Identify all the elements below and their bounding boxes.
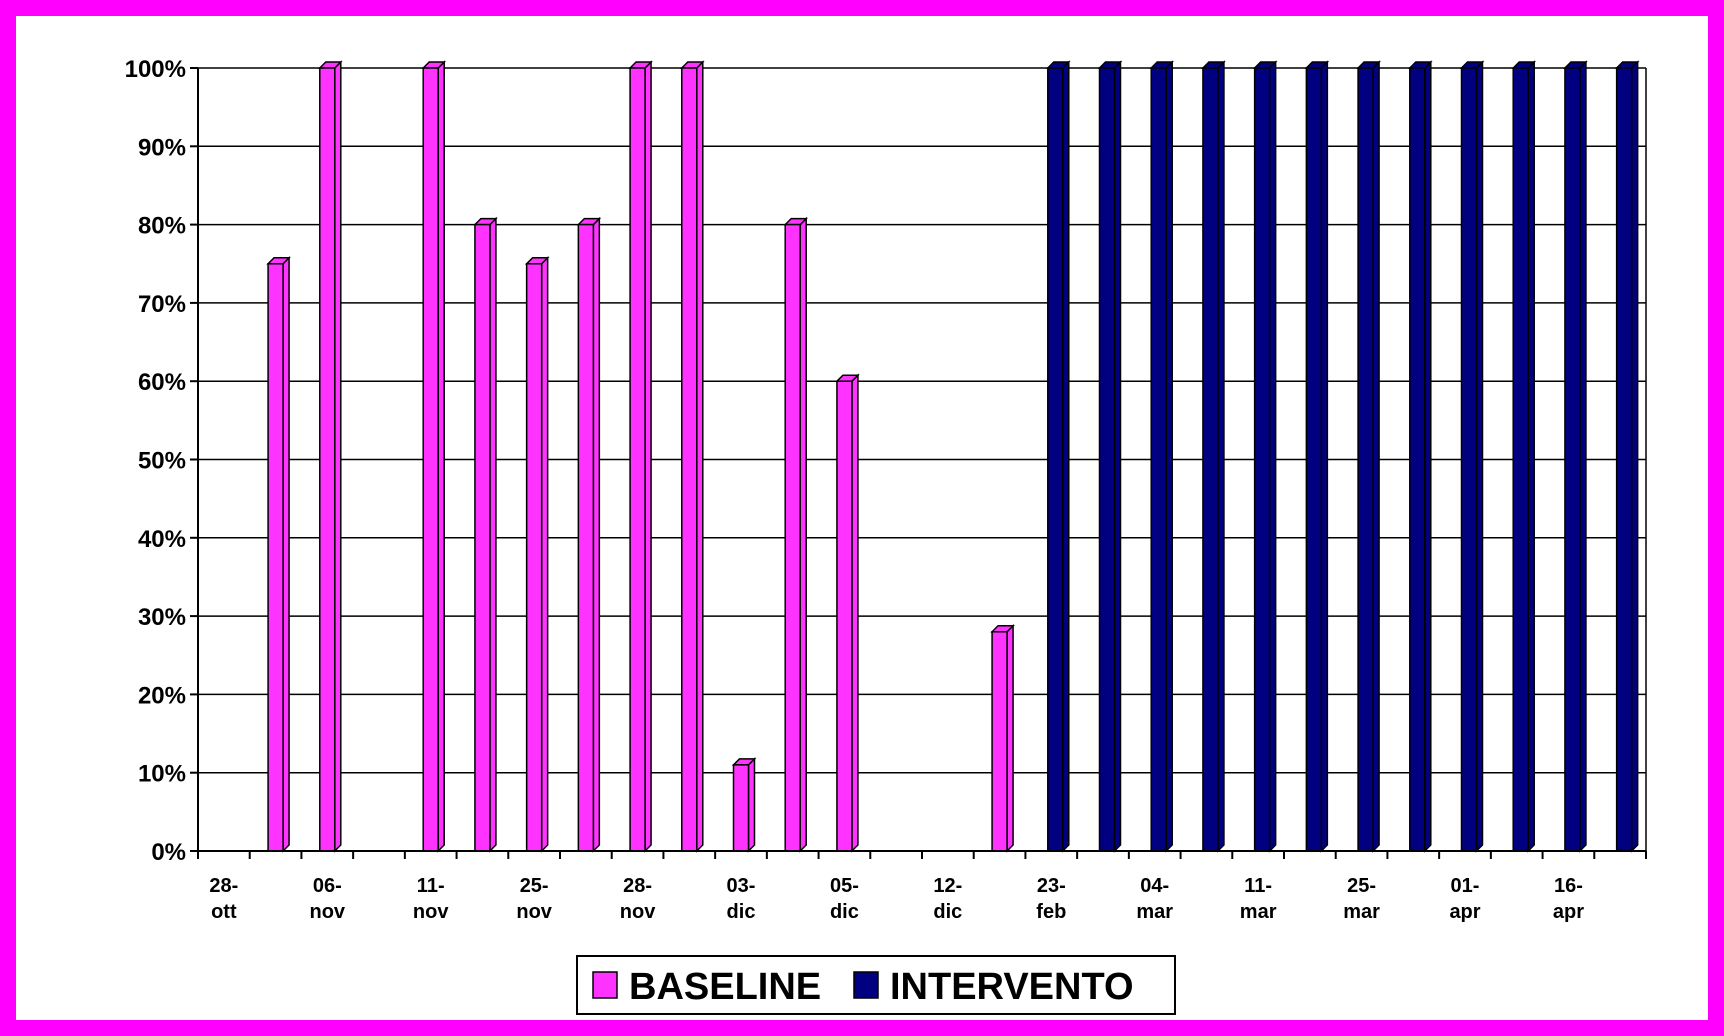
intervento-bar [1097,60,1123,853]
intervento-bar [1304,60,1330,853]
legend-swatch-baseline [592,971,618,999]
x-tick-label-day: 04- [1140,875,1169,897]
x-tick-label-month: nov [620,901,656,923]
x-tick-label-month: mar [1136,901,1173,923]
y-tick-labels: 0% 10% 20% 30% 40% 50% 60% 70% 80% 90% 100% [125,56,186,866]
intervento-bar [1045,60,1071,853]
x-tick-label-day: 03- [727,875,756,897]
x-tick-label-day: 28- [623,875,652,897]
y-tick-label: 30% [138,604,186,631]
legend-label-intervento: INTERVENTO [890,966,1134,1008]
intervento-bar [1511,60,1537,853]
x-tick-label-day: 25- [1347,875,1376,897]
intervento-bar [1407,60,1433,853]
baseline-bar [317,60,343,853]
x-tick-label-month: nov [516,901,552,923]
x-tick-label-day: 05- [830,875,859,897]
x-tick-label-month: dic [933,901,962,923]
x-tick-label-day: 25- [520,875,549,897]
y-tick-label: 0% [151,839,186,866]
baseline-bar [266,255,291,853]
y-tick-label: 40% [138,526,186,553]
intervento-bar [1149,60,1175,853]
intervento-bar [1614,60,1640,853]
x-tick-label-day: 01- [1451,875,1480,897]
y-tick-label: 60% [138,369,186,396]
baseline-bar [783,216,809,853]
x-tick-label-month: feb [1036,901,1066,923]
intervento-bar [1252,60,1278,853]
y-tick-label: 20% [138,682,186,709]
y-tick-label: 10% [138,761,186,788]
x-tick-label-month: nov [310,901,346,923]
y-tick-label: 100% [125,56,186,83]
y-tick-label: 90% [138,134,186,161]
baseline-bar [524,255,550,853]
x-tick-label-month: apr [1553,901,1584,923]
baseline-bar [990,623,1015,853]
baseline-bar [473,216,498,853]
x-tick-label-day: 12- [933,875,962,897]
legend: BASELINE INTERVENTO [576,955,1176,1015]
y-tick-label: 80% [138,213,186,240]
x-tick-label-month: dic [727,901,756,923]
x-tick-label-month: mar [1240,901,1277,923]
baseline-bar [679,60,705,853]
x-tick-label-day: 16- [1554,875,1583,897]
baseline-bar [835,373,860,853]
x-tick-label-day: 06- [313,875,342,897]
intervento-bar [1356,60,1381,853]
baseline-bar [576,216,602,853]
bars [266,60,1640,853]
y-tick-label: 70% [138,291,186,318]
baseline-bar [421,60,447,853]
y-tick-label: 50% [138,448,186,475]
x-tick-label-month: apr [1449,901,1480,923]
x-tick-label-month: dic [830,901,859,923]
x-tick-labels: 28- ott 06- nov 11- nov 25- nov 28- nov 03- dic 05- d… [209,875,1584,923]
baseline-bar [628,60,653,853]
intervento-bar [1459,60,1485,853]
intervento-bar [1201,60,1226,853]
x-tick-label-day: 11- [417,875,445,897]
legend-swatch-intervento [853,971,879,999]
legend-label-baseline: BASELINE [629,966,821,1008]
intervento-bar [1563,60,1588,853]
x-tick-label-month: ott [211,901,237,923]
x-tick-label-day: 28- [209,875,238,897]
x-tick-label-month: nov [413,901,449,923]
x-tick-label-month: mar [1343,901,1380,923]
x-tick-label-day: 23- [1037,875,1066,897]
axes [197,68,1647,859]
baseline-bar [731,757,757,853]
x-tick-label-day: 11- [1244,875,1272,897]
